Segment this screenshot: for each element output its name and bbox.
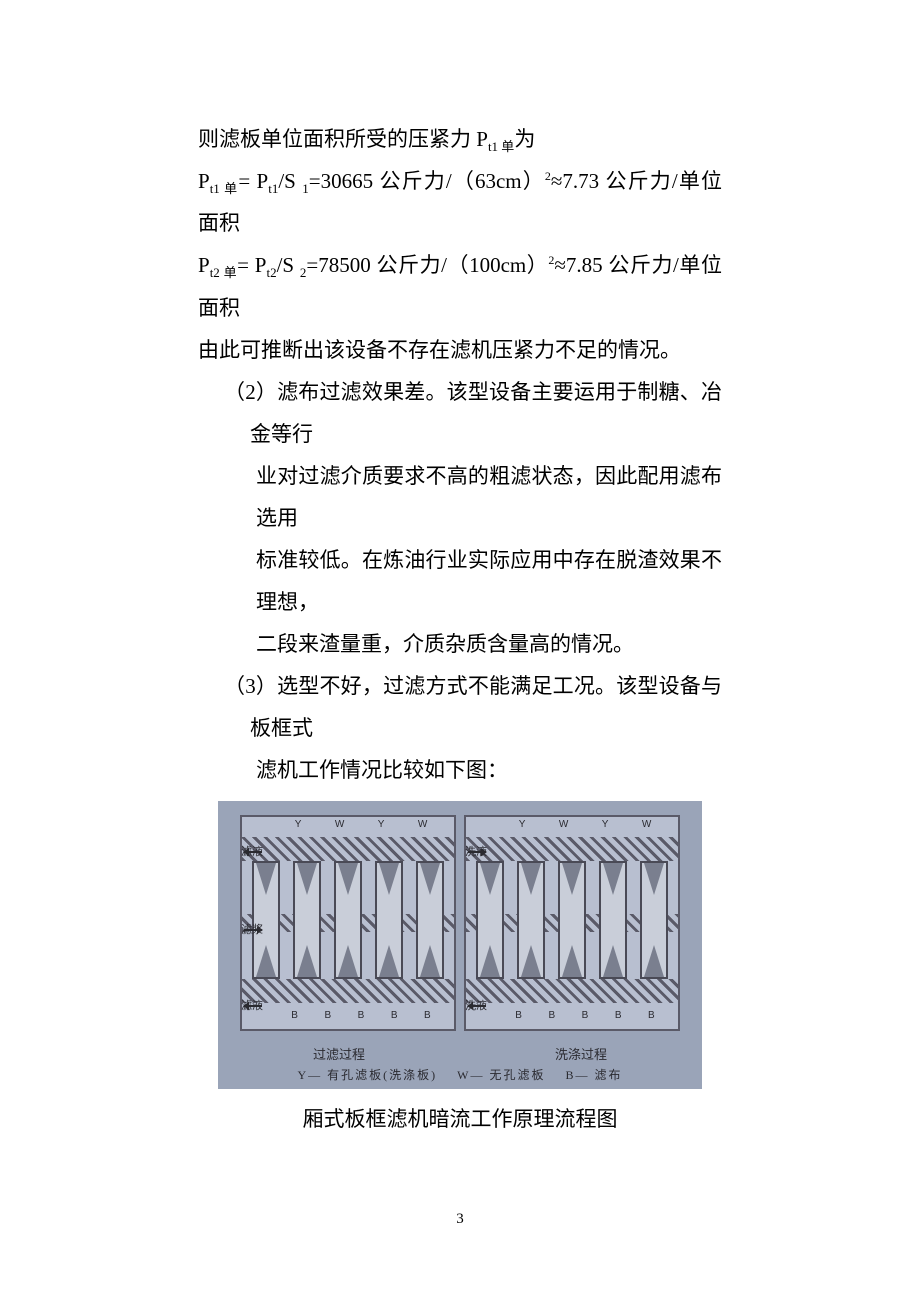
hatch-pattern [242,837,454,861]
text: /S [278,169,302,193]
diagram-image: Y W Y W 滤液 滤浆 滤液 [218,801,702,1089]
label: B [582,1010,589,1021]
filter-column [416,861,444,979]
text: 则滤板单位面积所受的压紧力 P [198,127,488,151]
subscript: t1 [268,181,278,196]
top-label-row: Y W Y W [278,819,444,830]
process-labels: 过滤过程 洗涤过程 [218,1044,702,1063]
filter-column [334,861,362,979]
diagram-right-panel: Y W Y W 洗液 洗液 [464,815,680,1031]
bottom-label-row: B B B B B [502,1010,668,1021]
bottom-label-row: B B B B B [278,1010,444,1021]
list-item-3-line1: （3）选型不好，过滤方式不能满足工况。该型设备与板框式 [224,665,722,749]
list-item-2-line2: 业对过滤介质要求不高的粗滤状态，因此配用滤布选用 [198,455,722,539]
list-item-3-line2: 滤机工作情况比较如下图： [198,749,722,791]
figure-caption: 厢式板框滤机暗流工作原理流程图 [198,1103,722,1133]
filter-column [599,861,627,979]
text: 选型不好，过滤方式不能满足工况。该型设备与板框式 [250,674,722,740]
label: W [559,819,568,830]
label: Y [519,819,526,830]
process-label-left: 过滤过程 [313,1044,365,1063]
label: W [335,819,344,830]
arrow-icon [244,851,262,853]
hatch-pattern [466,979,678,1003]
var: P [198,169,210,193]
equation-1: Pt1 单= Pt1/S 1=30665 公斤力/（63cm）2≈7.73 公斤… [198,160,722,244]
filter-column [293,861,321,979]
figure-legend: Y— 有孔滤板(洗涤板) W— 无孔滤板 B— 滤布 [218,1066,702,1083]
filter-column [517,861,545,979]
arrow-icon [244,929,262,931]
text: 滤布过滤效果差。该型设备主要运用于制糖、冶金等行 [250,380,722,446]
subscript: t1 单 [488,139,514,154]
diagram-left-panel: Y W Y W 滤液 滤浆 滤液 [240,815,456,1031]
list-marker: （2） [224,380,277,404]
list-item-2-line3: 标准较低。在炼油行业实际应用中存在脱渣效果不理想， [198,539,722,623]
text: 业对过滤介质要求不高的粗滤状态，因此配用滤布选用 [256,464,722,530]
text: 由此可推断出该设备不存在滤机压紧力不足的情况。 [198,338,681,362]
hatch-pattern [466,837,678,861]
legend-b: B— 滤布 [565,1068,622,1082]
text: =30665 公斤力/（63cm） [309,169,545,193]
text: =78500 公斤力/（100cm） [306,253,548,277]
top-label-row: Y W Y W [502,819,668,830]
filter-columns [476,861,668,979]
label: B [324,1010,331,1021]
label: Y [602,819,609,830]
text: 标准较低。在炼油行业实际应用中存在脱渣效果不理想， [256,548,722,614]
label: B [648,1010,655,1021]
label: Y [378,819,385,830]
filter-column [476,861,504,979]
document-page: 则滤板单位面积所受的压紧力 Pt1 单为 Pt1 单= Pt1/S 1=3066… [0,0,920,1133]
label: W [642,819,651,830]
filter-column [558,861,586,979]
figure-container: Y W Y W 滤液 滤浆 滤液 [198,801,722,1133]
list-item-2-line4: 二段来渣量重，介质杂质含量高的情况。 [198,623,722,665]
arrow-icon [468,1005,486,1007]
label: B [615,1010,622,1021]
legend-y: Y— 有孔滤板(洗涤板) [297,1068,437,1082]
subscript: t2 [266,266,276,281]
paragraph-conclusion: 由此可推断出该设备不存在滤机压紧力不足的情况。 [198,329,722,371]
label: B [515,1010,522,1021]
filter-columns [252,861,444,979]
label: B [548,1010,555,1021]
subscript: t2 单 [210,266,237,281]
equation-2: Pt2 单= Pt2/S 2=78500 公斤力/（100cm）2≈7.85 公… [198,244,722,328]
list-item-2-line1: （2）滤布过滤效果差。该型设备主要运用于制糖、冶金等行 [224,371,722,455]
text: 滤机工作情况比较如下图： [256,758,508,782]
page-number: 3 [0,1211,920,1228]
label: Y [295,819,302,830]
label: B [391,1010,398,1021]
legend-w: W— 无孔滤板 [457,1068,545,1082]
text: /S [277,253,300,277]
filter-column [640,861,668,979]
subscript: t1 单 [210,181,239,196]
filter-column [375,861,403,979]
filter-column [252,861,280,979]
list-marker: （3） [224,674,277,698]
hatch-pattern [242,979,454,1003]
var: P [198,253,210,277]
label: W [418,819,427,830]
paragraph-intro: 则滤板单位面积所受的压紧力 Pt1 单为 [198,118,722,160]
arrow-icon [468,851,486,853]
text: 二段来渣量重，介质杂质含量高的情况。 [256,632,634,656]
label: B [424,1010,431,1021]
text: = P [238,169,268,193]
text: = P [237,253,266,277]
label: B [291,1010,298,1021]
label: B [358,1010,365,1021]
text: 为 [514,127,535,151]
arrow-icon [244,1005,262,1007]
process-label-right: 洗涤过程 [555,1044,607,1063]
